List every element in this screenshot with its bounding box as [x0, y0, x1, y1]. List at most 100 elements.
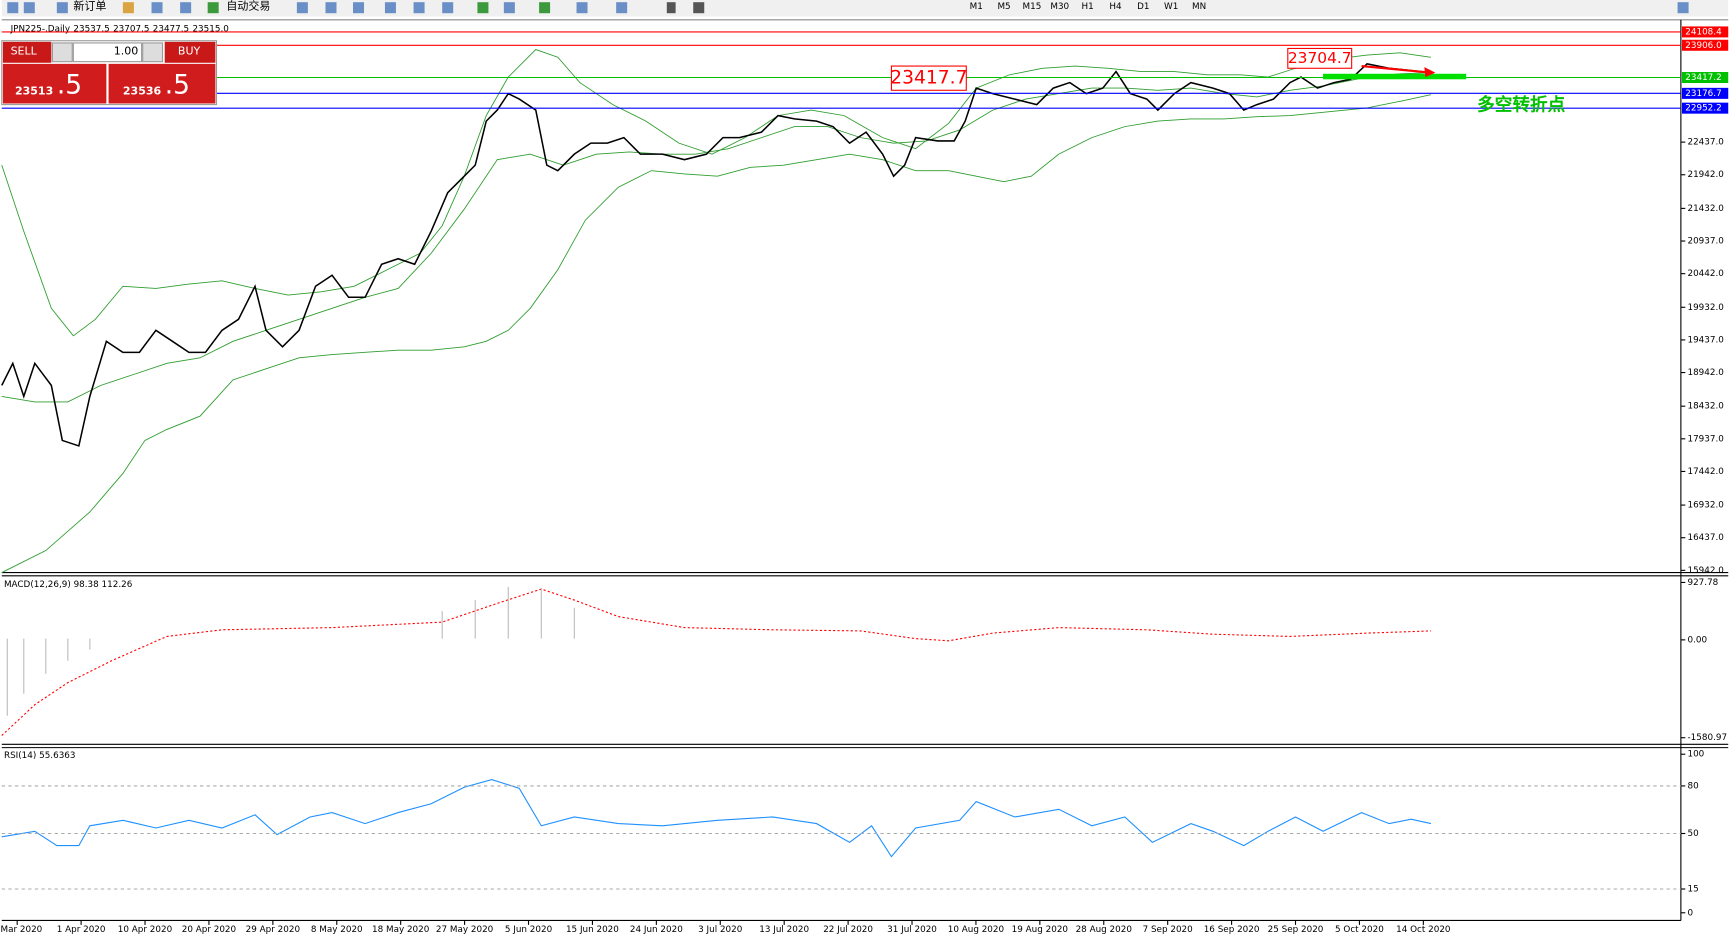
date-label: 27 May 2020 — [436, 925, 494, 935]
axis-label: 19932.0 — [1687, 303, 1724, 313]
axis-label: 15 — [1687, 884, 1698, 894]
macd-signal — [1, 588, 1431, 736]
chart-header: JPN225-,Daily 23537.5 23707.5 23477.5 23515.… — [10, 24, 230, 34]
date-label: 25 Sep 2020 — [1268, 925, 1324, 935]
price-line — [1, 63, 1432, 447]
date-label: 18 May 2020 — [372, 925, 430, 935]
toolbar — [1, 0, 1729, 17]
macd-label: MACD(12,26,9) 98.38 112.26 — [4, 580, 133, 590]
timeframe-button[interactable]: H1 — [1082, 2, 1094, 12]
trade-panel — [1, 40, 218, 106]
axis-label: 21432.0 — [1687, 204, 1724, 214]
axis-label: 21942.0 — [1687, 170, 1724, 180]
annotation-box — [1287, 47, 1353, 69]
date-label: 22 Jul 2020 — [823, 925, 873, 935]
date-label: 10 Apr 2020 — [118, 925, 173, 935]
annotation: 23417.7 — [890, 68, 967, 89]
header-low: 23477.5 — [153, 24, 189, 34]
timeframe-button[interactable]: M30 — [1050, 2, 1069, 12]
annotation: 多空转折点 — [1477, 95, 1565, 116]
buy-price: 23536 — [123, 84, 162, 97]
arrow-head — [1424, 67, 1436, 78]
level-tag — [1681, 26, 1729, 38]
date-label: 28 Aug 2020 — [1076, 925, 1133, 935]
axis-label: 18942.0 — [1687, 368, 1724, 378]
level-tag — [1681, 102, 1729, 114]
axis-label: -1580.97 — [1687, 733, 1727, 743]
levels: 24108.4 23906.0 23417.2 23176.7 22952.2 — [1, 26, 1729, 114]
axis-label: 50 — [1687, 829, 1699, 839]
level-label: 22952.2 — [1685, 104, 1721, 114]
axis-label: 18432.0 — [1687, 402, 1724, 412]
sell-button[interactable] — [2, 41, 52, 63]
date-label: 14 Oct 2020 — [1396, 925, 1451, 935]
rsi-label: RSI(14) 55.6363 — [4, 751, 76, 761]
date-label: 13 Jul 2020 — [759, 925, 809, 935]
timeframe-button[interactable]: M15 — [1023, 2, 1042, 12]
generated: 22437.0 21942.0 21432.0 20937.0 20442.0 19932… — [0, 138, 1727, 935]
axis-label: 16437.0 — [1687, 533, 1724, 543]
axis-label: 20937.0 — [1687, 237, 1724, 247]
axis-label: 100 — [1687, 750, 1704, 760]
auto-trading-button[interactable]: 自动交易 — [226, 0, 270, 13]
highlight-bar — [1323, 73, 1467, 80]
date-label: 5 Jun 2020 — [505, 925, 553, 935]
header-high: 23707.5 — [113, 24, 149, 34]
axis-label: 17937.0 — [1687, 434, 1724, 444]
date-label: 10 Aug 2020 — [948, 925, 1005, 935]
rsi-line — [1, 778, 1432, 858]
date-label: 19 Aug 2020 — [1012, 925, 1069, 935]
axis-label: 0 — [1687, 908, 1693, 918]
trend-arrow — [1361, 64, 1432, 74]
level-label: 23176.7 — [1685, 89, 1721, 99]
date-label: 15 Jun 2020 — [566, 925, 619, 935]
level-tag — [1681, 87, 1729, 99]
date-label: 31 Jul 2020 — [887, 925, 937, 935]
date-label: 24 Jun 2020 — [630, 925, 683, 935]
axis-label: 22437.0 — [1687, 138, 1724, 148]
sell-price-big: .5 — [57, 69, 82, 100]
lots-input[interactable] — [72, 42, 143, 63]
header-open: 23537.5 — [73, 24, 109, 34]
date-label: 5 Oct 2020 — [1335, 925, 1384, 935]
axis-label: 0.00 — [1687, 635, 1707, 645]
date-label: 3 Mar 2020 — [0, 925, 43, 935]
timeframe-button[interactable]: M1 — [970, 2, 983, 12]
level-tag — [1681, 39, 1729, 51]
buy-price-box[interactable] — [108, 63, 216, 104]
axis-label: 16932.0 — [1687, 501, 1724, 511]
level-label: 24108.4 — [1685, 27, 1722, 37]
timeframe-button[interactable]: D1 — [1137, 2, 1149, 12]
timeframe-button[interactable]: MN — [1192, 2, 1206, 12]
axis-label: 20442.0 — [1687, 269, 1724, 279]
sell-label[interactable]: SELL — [11, 45, 38, 58]
lots-value[interactable]: 1.00 — [114, 45, 139, 58]
axis-label: 80 — [1687, 781, 1699, 791]
date-label: 20 Apr 2020 — [182, 925, 237, 935]
axis-label: 15942.0 — [1687, 566, 1724, 576]
date-label: 7 Sep 2020 — [1143, 925, 1194, 935]
sell-price-box[interactable] — [2, 63, 107, 104]
annotation: 23704.7 — [1288, 49, 1352, 67]
date-label: 1 Apr 2020 — [57, 925, 106, 935]
level-tag — [1681, 71, 1729, 84]
annotation-box — [890, 65, 967, 91]
date-label: 3 Jul 2020 — [698, 925, 743, 935]
date-label: 8 May 2020 — [311, 925, 363, 935]
buy-label[interactable]: BUY — [178, 45, 201, 58]
buy-button[interactable] — [164, 41, 216, 63]
timeframe-button[interactable]: M5 — [997, 2, 1010, 12]
lots-up[interactable] — [142, 42, 164, 63]
timeframe-button[interactable]: H4 — [1109, 2, 1122, 12]
date-label: 16 Sep 2020 — [1204, 925, 1260, 935]
sell-price: 23513 — [15, 84, 53, 97]
toolbar-icons — [7, 2, 1689, 14]
new-order-button[interactable]: 新订单 — [73, 0, 106, 13]
date-label: 29 Apr 2020 — [246, 925, 301, 935]
header-symbol: JPN225-,Daily — [10, 24, 70, 34]
buy-price-big: .5 — [165, 69, 190, 100]
axis-label: 17442.0 — [1687, 467, 1724, 477]
timeframe-button[interactable]: W1 — [1164, 2, 1178, 12]
lots-down[interactable] — [51, 42, 73, 63]
